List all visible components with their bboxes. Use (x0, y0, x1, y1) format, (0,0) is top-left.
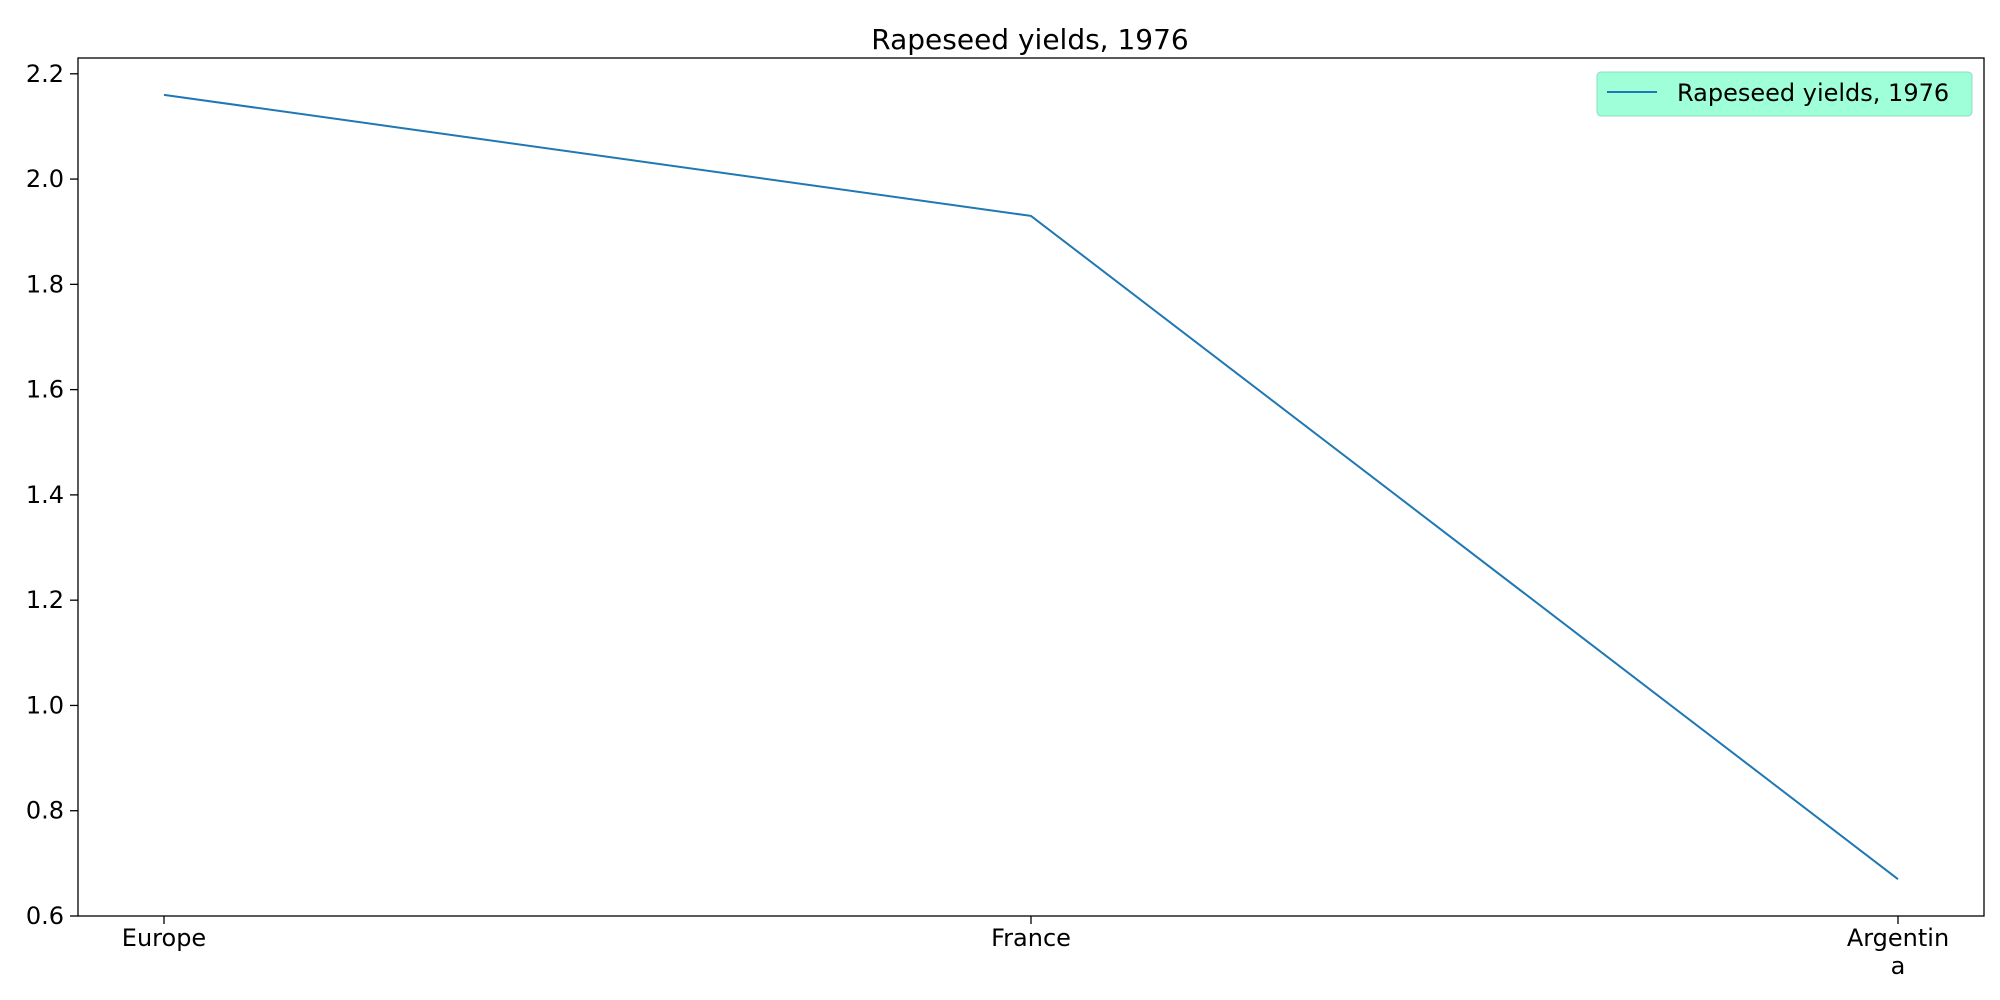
y-axis: 0.6 0.8 1.0 1.2 1.4 1.6 1.8 2.0 2.2 (26, 60, 78, 930)
y-tick-label: 1.6 (26, 376, 64, 404)
series-layer (163, 93, 1899, 880)
x-axis: Europe France Argentin a (122, 916, 1949, 980)
x-tick-label-line: Argentin (1847, 924, 1949, 952)
x-tick-label-line: France (991, 924, 1071, 952)
y-tick-label: 0.6 (26, 902, 64, 930)
plot-area (77, 57, 1985, 917)
x-tick-label: Europe (122, 924, 206, 952)
y-tick-label: 1.8 (26, 270, 64, 298)
legend-box (1596, 71, 1973, 117)
x-tick-label-line: Europe (122, 924, 206, 952)
legend: Rapeseed yields, 1976 (1596, 71, 1973, 117)
chart-title: Rapeseed yields, 1976 (871, 23, 1189, 56)
x-tick-label: France (991, 924, 1071, 952)
y-tick-label: 2.0 (26, 165, 64, 193)
y-tick-label: 1.4 (26, 481, 64, 509)
y-tick-label: 1.2 (26, 586, 64, 614)
y-tick-label: 0.8 (26, 797, 64, 825)
x-tick-label: Argentin a (1847, 924, 1949, 980)
y-tick-label: 1.0 (26, 691, 64, 719)
legend-label-rapeseed-yields-1976: Rapeseed yields, 1976 (1677, 79, 1949, 107)
y-tick-label: 2.2 (26, 60, 64, 88)
series-line-rapeseed-yields-1976 (163, 93, 1899, 880)
x-tick-label-line: a (1891, 952, 1906, 980)
